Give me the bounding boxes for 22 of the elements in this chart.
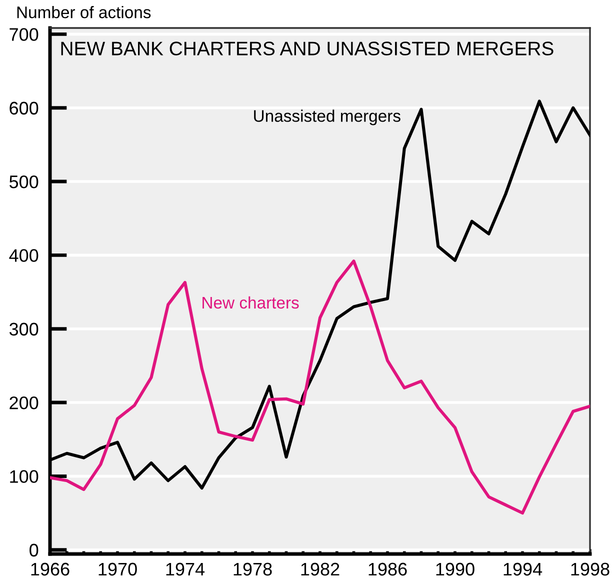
y-tick-label: 700	[10, 28, 38, 41]
x-tick-label: 1994	[504, 562, 542, 576]
x-tick-label: 1974	[166, 562, 205, 576]
x-tick-label: 1982	[301, 562, 340, 576]
x-tick-label: 1986	[368, 562, 407, 576]
x-tick-label: 1966	[31, 562, 70, 576]
y-axis-title: Number of actions	[17, 6, 151, 18]
x-tick-label: 1990	[436, 562, 474, 576]
y-tick-label: 0	[30, 544, 38, 557]
y-tick-label: 100	[10, 470, 38, 483]
y-tick-label: 300	[9, 322, 38, 336]
line-series	[50, 260, 590, 515]
series-label: New charters	[202, 296, 299, 309]
x-tick-label: 1978	[234, 562, 272, 576]
x-tick-label: 1998	[571, 562, 610, 576]
chart-title: NEW BANK CHARTERS AND UNASSISTED MERGERS	[61, 42, 554, 56]
y-tick-label: 600	[10, 102, 38, 115]
y-tick-label: 200	[10, 396, 38, 410]
y-tick-label: 400	[9, 249, 38, 262]
y-tick-label: 500	[9, 175, 38, 188]
x-tick-label: 1970	[98, 562, 137, 576]
series-label: Unassisted mergers	[254, 110, 400, 126]
